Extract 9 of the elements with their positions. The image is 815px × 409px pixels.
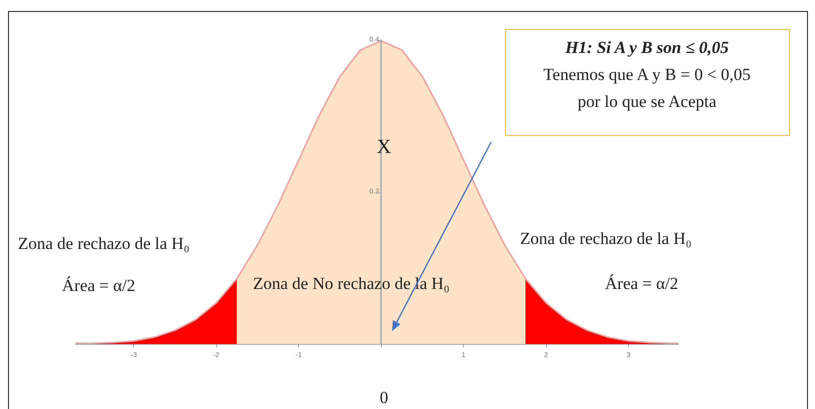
annotation: H1: Si A y B son ≤ 0,05 bbox=[565, 38, 729, 58]
annotation: por lo que se Acepta bbox=[578, 92, 716, 112]
annotation: X bbox=[376, 136, 392, 159]
annotation: Área = α/2 bbox=[62, 276, 136, 296]
text: 0 bbox=[380, 388, 388, 408]
annotation: Zona de rechazo de la H₀ bbox=[18, 234, 190, 254]
annotation: Tenemos que A y B = 0 < 0,05 bbox=[543, 65, 751, 85]
annotation: Área = α/2 bbox=[605, 274, 678, 294]
annotation: Zona de rechazo de la H₀ bbox=[520, 229, 692, 249]
